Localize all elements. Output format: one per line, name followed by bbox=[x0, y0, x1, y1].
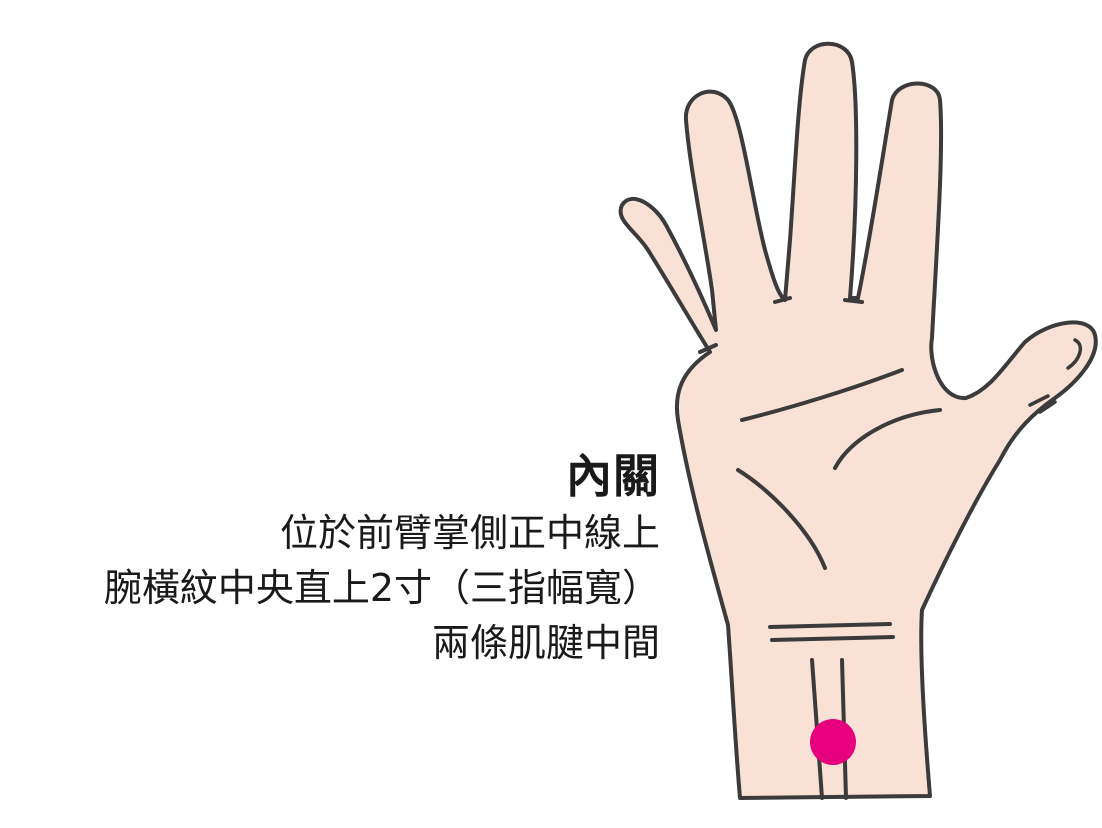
heart-line bbox=[740, 368, 904, 422]
acupoint-dot bbox=[810, 719, 856, 765]
acupoint-name: 內關 bbox=[566, 449, 660, 503]
head-line bbox=[833, 408, 942, 470]
description-line-1: 位於前臂掌側正中線上 bbox=[279, 511, 660, 555]
hand-outline bbox=[618, 41, 1098, 800]
description-line-3: 兩條肌腱中間 bbox=[431, 621, 660, 665]
wrist-crease bbox=[768, 622, 895, 642]
description-line-2: 腕橫紋中央直上2寸（三指幅寬） bbox=[103, 566, 660, 610]
thumb-crease bbox=[1028, 338, 1083, 414]
acupoint-label: 內關 位於前臂掌側正中線上 腕橫紋中央直上2寸（三指幅寬） 兩條肌腱中間 bbox=[104, 448, 660, 671]
finger-crease bbox=[698, 296, 864, 354]
life-line bbox=[736, 468, 827, 570]
